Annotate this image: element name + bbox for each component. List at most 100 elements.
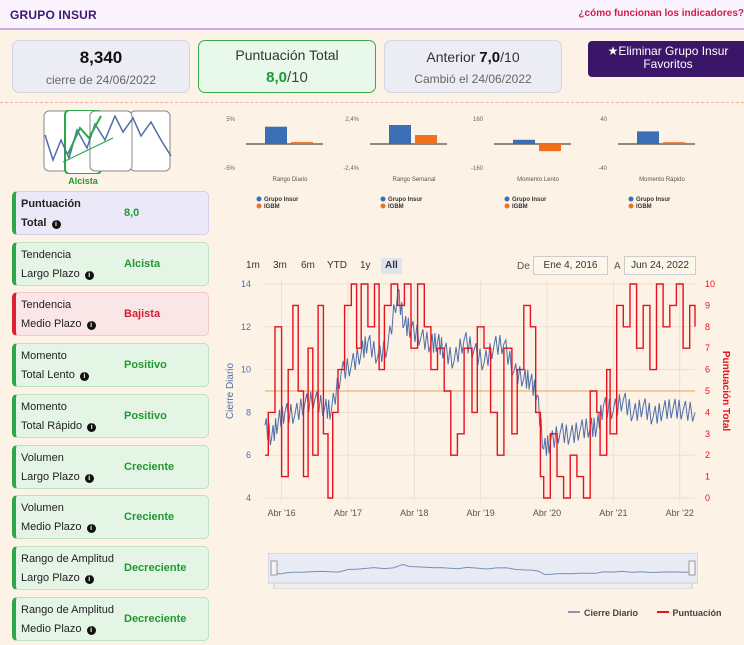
legend-dot-icon — [628, 203, 634, 209]
indicator-title: Tendencia — [21, 248, 72, 261]
mini-bar[interactable] — [513, 139, 535, 144]
indicator-card[interactable]: Momento Total Lento i Positivo — [12, 343, 209, 388]
mini-tick-label: 5% — [226, 117, 235, 123]
navigator-handle-left[interactable] — [270, 560, 278, 576]
info-icon[interactable]: i — [86, 321, 96, 331]
previous-score-label: Anterior 7,0/10 — [426, 49, 520, 66]
info-icon[interactable]: i — [87, 422, 97, 432]
indicator-title: Tendencia — [21, 299, 72, 312]
navigator-scrollbar[interactable] — [273, 582, 693, 589]
y2-tick-label: 6 — [705, 365, 710, 375]
x-tick-label: Abr '16 — [267, 508, 295, 518]
mini-bar[interactable] — [415, 135, 437, 144]
navigator-series-line — [273, 563, 693, 576]
y2-tick-label: 1 — [705, 472, 710, 482]
mini-legend-label[interactable]: IGBM — [636, 204, 652, 210]
indicator-title: Volumen — [21, 502, 64, 515]
mini-tick-label: 40 — [600, 117, 607, 123]
price-series-line[interactable] — [264, 289, 696, 456]
mini-legend-label[interactable]: Grupo Insur — [512, 197, 547, 203]
info-icon[interactable]: i — [84, 473, 94, 483]
to-date-label: A — [614, 261, 621, 272]
legend-price[interactable]: Cierre Diario — [568, 608, 638, 618]
chart-legend: Cierre Diario Puntuación — [568, 608, 738, 618]
mini-bar[interactable] — [663, 142, 685, 144]
indicator-subtitle: Largo Plazo i — [21, 572, 94, 584]
range-button[interactable]: 6m — [297, 258, 319, 274]
legend-score[interactable]: Puntuación — [656, 608, 722, 618]
remove-favorites-button[interactable]: ★Eliminar Grupo Insur Favoritos — [588, 41, 744, 77]
mini-legend-label[interactable]: IGBM — [388, 204, 404, 210]
indicator-card[interactable]: Tendencia Medio Plazo i Bajista — [12, 292, 209, 337]
info-icon[interactable]: i — [86, 524, 96, 534]
indicator-title: Momento — [21, 400, 67, 413]
y-tick-label: 6 — [246, 450, 251, 460]
indicator-card[interactable]: Volumen Largo Plazo i Creciente — [12, 444, 209, 489]
indicator-subtitle: Medio Plazo i — [21, 521, 96, 534]
indicator-value: Alcista — [124, 257, 161, 270]
chart-navigator[interactable] — [268, 553, 698, 589]
mini-chart-title: Momento Lento — [517, 177, 559, 183]
mini-bar[interactable] — [539, 144, 561, 152]
legend-dot-icon — [380, 196, 386, 202]
mini-bar[interactable] — [265, 126, 287, 144]
mini-legend-label[interactable]: Grupo Insur — [636, 197, 671, 203]
y-tick-label: 10 — [241, 365, 251, 375]
info-icon[interactable]: i — [79, 372, 89, 382]
y2-axis-title: Puntuación Total — [720, 351, 731, 432]
indicator-card[interactable]: Volumen Medio Plazo i Creciente — [12, 495, 209, 540]
x-tick-label: Abr '20 — [533, 508, 561, 518]
indicator-card[interactable]: Momento Total Rápido i Positivo — [12, 393, 209, 438]
indicator-card[interactable]: Rango de Amplitud Largo Plazo i Decrecient… — [12, 545, 209, 590]
legend-dot-icon — [504, 203, 510, 209]
range-button[interactable]: YTD — [323, 258, 351, 274]
indicator-subtitle: Medio Plazo i — [21, 318, 96, 331]
indicator-subtitle: Largo Plazo i — [21, 268, 94, 280]
y2-tick-label: 0 — [705, 493, 710, 503]
y-tick-label: 8 — [246, 407, 251, 417]
mini-legend-label[interactable]: IGBM — [264, 204, 280, 210]
y2-tick-label: 2 — [705, 450, 710, 460]
company-title: GRUPO INSUR — [10, 8, 97, 22]
indicator-card[interactable]: Puntuación Total i 8,0 — [12, 191, 209, 235]
range-button[interactable]: 1m — [242, 258, 264, 274]
mini-legend-label[interactable]: Grupo Insur — [388, 197, 423, 203]
range-button[interactable]: 3m — [269, 258, 291, 274]
indicator-value: Positivo — [124, 359, 167, 372]
to-date-input[interactable]: Jun 24, 2022 — [624, 256, 696, 275]
section-divider — [0, 102, 744, 103]
indicator-value: 8,0 — [124, 207, 140, 219]
total-score-label: Puntuación Total — [235, 47, 339, 63]
x-tick-label: Abr '19 — [467, 508, 495, 518]
from-date-input[interactable]: Ene 4, 2016 — [533, 256, 608, 275]
previous-score-date: Cambió el 24/06/2022 — [414, 72, 532, 86]
info-icon[interactable]: i — [84, 574, 94, 584]
info-icon[interactable]: i — [86, 625, 96, 635]
mini-bar[interactable] — [389, 125, 411, 144]
indicator-title: Puntuación — [21, 198, 81, 210]
score-series-line[interactable] — [265, 283, 696, 499]
info-icon[interactable]: i — [51, 220, 61, 229]
navigator-handle-right[interactable] — [688, 560, 696, 576]
close-price-value: 8,340 — [79, 48, 123, 67]
range-button[interactable]: All — [381, 258, 402, 274]
indicator-subtitle: Largo Plazo i — [21, 471, 94, 483]
legend-dot-icon — [256, 203, 262, 209]
indicator-card[interactable]: Tendencia Largo Plazo i Alcista — [12, 241, 209, 286]
price-score-chart: Abr '16 Abr '17 Abr '18 Abr '19 Abr '20 Abr '… — [225, 279, 731, 518]
indicator-value: Positivo — [124, 409, 167, 422]
mini-legend-label[interactable]: Grupo Insur — [264, 197, 299, 203]
indicator-value: Creciente — [124, 511, 175, 524]
y2-tick-label: 10 — [705, 279, 715, 289]
info-icon[interactable]: i — [84, 270, 94, 280]
indicator-subtitle: Total i — [21, 217, 61, 229]
legend-dot-icon — [628, 196, 634, 202]
indicator-subtitle: Medio Plazo i — [21, 623, 96, 635]
mini-bar[interactable] — [637, 131, 659, 144]
help-link[interactable]: ¿cómo funcionan los indicadores? — [578, 8, 744, 19]
indicator-value: Decreciente — [124, 612, 187, 625]
mini-legend-label[interactable]: IGBM — [512, 204, 528, 210]
indicator-card[interactable]: Rango de Amplitud Medio Plazo i Decrecient… — [12, 596, 209, 641]
mini-bar[interactable] — [291, 142, 313, 144]
range-button[interactable]: 1y — [356, 258, 375, 274]
